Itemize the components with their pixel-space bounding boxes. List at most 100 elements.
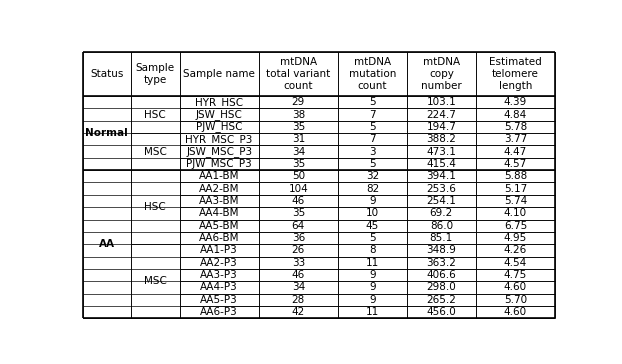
Text: AA4-P3: AA4-P3 [200, 282, 238, 293]
Bar [338, 108, 407, 121]
Text: 4.54: 4.54 [504, 258, 527, 268]
Bar [476, 195, 555, 207]
Bar [338, 219, 407, 232]
Bar [180, 108, 259, 121]
Bar [338, 182, 407, 195]
Text: AA1-P3: AA1-P3 [200, 245, 238, 256]
Text: 5.74: 5.74 [504, 196, 527, 206]
Bar [259, 195, 338, 207]
Bar [476, 133, 555, 146]
Text: 4.95: 4.95 [504, 233, 527, 243]
Text: AA4-BM: AA4-BM [199, 208, 239, 218]
Text: 363.2: 363.2 [427, 258, 457, 268]
Bar [407, 146, 476, 158]
Bar [476, 269, 555, 281]
Text: AA3-P3: AA3-P3 [200, 270, 238, 280]
Bar [131, 96, 180, 133]
Text: 10: 10 [366, 208, 379, 218]
Text: Sample name: Sample name [183, 69, 255, 79]
Text: 4.57: 4.57 [504, 159, 527, 169]
Text: mtDNA
mutation
count: mtDNA mutation count [349, 57, 396, 91]
Text: 35: 35 [292, 122, 305, 132]
Bar [180, 195, 259, 207]
Text: 35: 35 [292, 208, 305, 218]
Bar [407, 133, 476, 146]
Text: Sample
type: Sample type [136, 63, 175, 85]
Text: 103.1: 103.1 [427, 97, 456, 107]
Text: 46: 46 [292, 196, 305, 206]
Text: AA5-BM: AA5-BM [199, 221, 239, 231]
Bar [476, 219, 555, 232]
Text: 31: 31 [292, 134, 305, 144]
Bar [259, 207, 338, 219]
Text: 46: 46 [292, 270, 305, 280]
Text: 194.7: 194.7 [427, 122, 457, 132]
Bar [407, 121, 476, 133]
Text: HYR_MSC_P3: HYR_MSC_P3 [185, 134, 253, 145]
Text: HYR_HSC: HYR_HSC [195, 97, 243, 108]
Text: 9: 9 [369, 295, 376, 305]
Bar [338, 96, 407, 108]
Bar [259, 121, 338, 133]
Text: 4.84: 4.84 [504, 110, 527, 119]
Bar [476, 158, 555, 170]
Text: 6.75: 6.75 [504, 221, 527, 231]
Text: 29: 29 [292, 97, 305, 107]
Bar [476, 121, 555, 133]
Text: 4.10: 4.10 [504, 208, 527, 218]
Bar [259, 108, 338, 121]
Text: AA3-BM: AA3-BM [199, 196, 239, 206]
Bar [338, 195, 407, 207]
Bar [476, 306, 555, 318]
Bar [407, 182, 476, 195]
Text: 348.9: 348.9 [427, 245, 457, 256]
Bar [407, 158, 476, 170]
Bar [407, 257, 476, 269]
Text: 9: 9 [369, 282, 376, 293]
Text: AA: AA [99, 239, 115, 249]
Text: 5.78: 5.78 [504, 122, 527, 132]
Bar [407, 207, 476, 219]
Bar [180, 182, 259, 195]
Bar [259, 96, 338, 108]
Bar [338, 52, 407, 96]
Text: Status: Status [90, 69, 124, 79]
Bar [259, 257, 338, 269]
Bar [407, 170, 476, 182]
Text: 298.0: 298.0 [427, 282, 456, 293]
Text: 473.1: 473.1 [427, 147, 457, 157]
Text: 4.60: 4.60 [504, 307, 527, 317]
Bar [407, 52, 476, 96]
Text: 415.4: 415.4 [427, 159, 457, 169]
Bar [338, 244, 407, 257]
Text: 85.1: 85.1 [430, 233, 453, 243]
Bar [338, 207, 407, 219]
Bar [259, 219, 338, 232]
Bar [407, 281, 476, 294]
Bar [476, 232, 555, 244]
Text: 35: 35 [292, 159, 305, 169]
Bar [476, 281, 555, 294]
Text: 4.60: 4.60 [504, 282, 527, 293]
Text: MSC: MSC [144, 147, 167, 157]
Bar [259, 182, 338, 195]
Text: 38: 38 [292, 110, 305, 119]
Bar [476, 146, 555, 158]
Bar [180, 294, 259, 306]
Text: 4.26: 4.26 [504, 245, 527, 256]
Text: 8: 8 [369, 245, 376, 256]
Bar [180, 219, 259, 232]
Text: 265.2: 265.2 [427, 295, 457, 305]
Text: AA6-P3: AA6-P3 [200, 307, 238, 317]
Text: 7: 7 [369, 134, 376, 144]
Text: PJW_HSC: PJW_HSC [196, 122, 243, 132]
Bar [180, 269, 259, 281]
Bar [180, 96, 259, 108]
Text: 9: 9 [369, 270, 376, 280]
Text: 36: 36 [292, 233, 305, 243]
Bar [476, 96, 555, 108]
Bar [180, 146, 259, 158]
Bar [131, 170, 180, 244]
Text: 4.39: 4.39 [504, 97, 527, 107]
Text: 11: 11 [366, 258, 379, 268]
